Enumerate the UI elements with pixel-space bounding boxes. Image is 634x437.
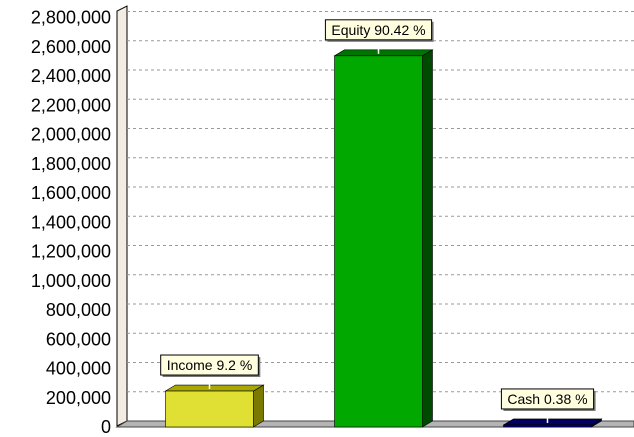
- bar-top: [502, 418, 603, 426]
- y-tick-label: 0: [101, 417, 111, 437]
- data-label: Cash 0.38 %: [507, 391, 587, 407]
- bar-cash: [502, 418, 603, 428]
- y-tick-label: 1,600,000: [31, 183, 111, 203]
- bar-top: [333, 49, 434, 57]
- plot-left-wall: [116, 5, 128, 427]
- y-tick-label: 2,400,000: [31, 66, 111, 86]
- y-tick-label: 1,000,000: [31, 271, 111, 291]
- bar-side: [422, 49, 433, 428]
- bars: [164, 49, 603, 428]
- bar-front: [334, 55, 423, 428]
- y-tick-label: 600,000: [46, 329, 111, 349]
- y-tick-label: 1,800,000: [31, 154, 111, 174]
- y-tick-label: 400,000: [46, 359, 111, 379]
- y-tick-label: 200,000: [46, 388, 111, 408]
- bar-equity: [333, 49, 434, 428]
- bar-side: [253, 384, 264, 428]
- y-axis-ticks: 0 200,000 400,000 600,000 800,000 1,000,000 1,…: [31, 8, 111, 437]
- data-labels: Income 9.2 % Equity 90.42 % Cash 0.38 %: [160, 19, 596, 423]
- bar-income: [164, 384, 265, 428]
- bar-front: [503, 424, 592, 428]
- data-label-box: [324, 19, 433, 41]
- y-tick-label: 1,400,000: [31, 212, 111, 232]
- data-label-box: [500, 388, 595, 410]
- bar-front: [165, 390, 254, 428]
- data-label: Income 9.2 %: [167, 357, 253, 373]
- y-tick-label: 2,800,000: [31, 8, 111, 28]
- y-tick-label: 2,200,000: [31, 95, 111, 115]
- bar-top: [164, 384, 265, 392]
- y-tick-label: 1,200,000: [31, 242, 111, 262]
- y-tick-label: 2,600,000: [31, 37, 111, 57]
- data-label-box: [160, 354, 259, 376]
- data-label: Equity 90.42 %: [331, 22, 425, 38]
- y-tick-label: 2,000,000: [31, 125, 111, 145]
- y-tick-label: 800,000: [46, 300, 111, 320]
